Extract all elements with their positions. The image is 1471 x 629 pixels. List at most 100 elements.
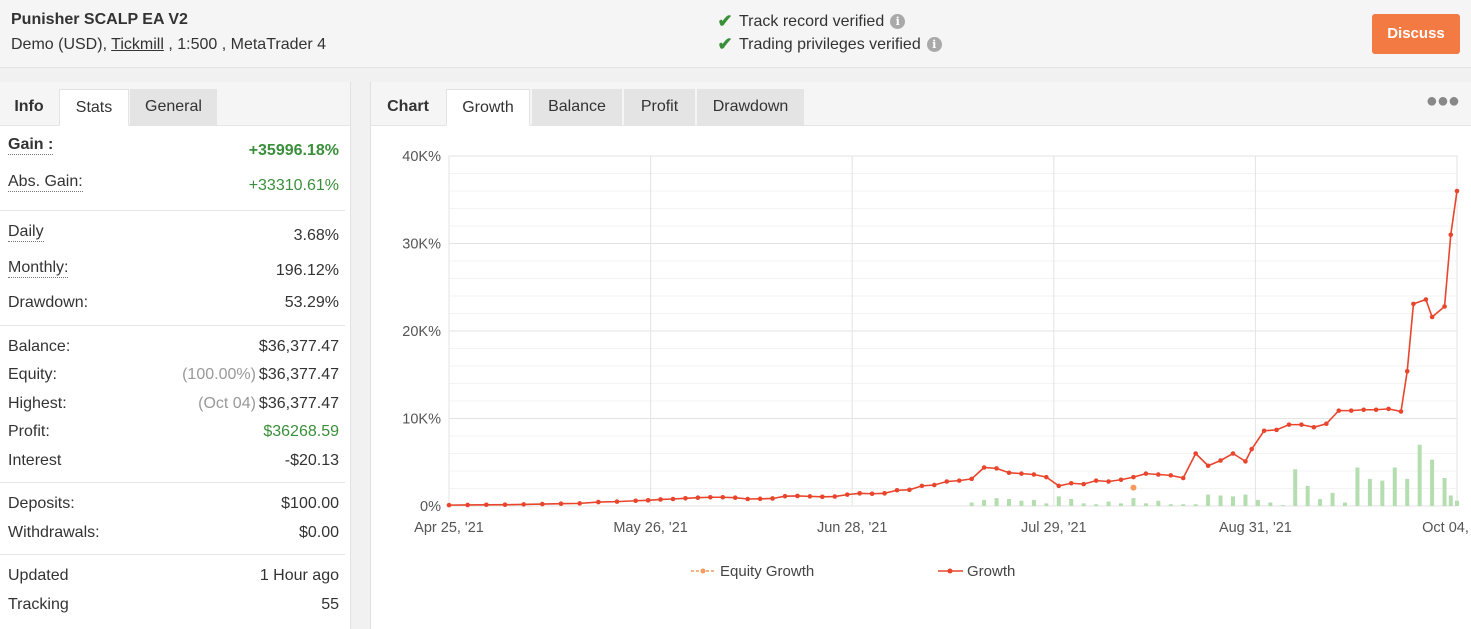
data-point: [1274, 427, 1279, 433]
data-point: [1230, 451, 1236, 456]
data-point: [1156, 472, 1161, 477]
trade-bar: [1056, 496, 1061, 506]
chart-legend: Equity Growth Growth: [691, 563, 1015, 580]
data-point: [658, 497, 663, 502]
stats-panel: Info Stats General Gain : +35996.18% Abs…: [0, 82, 351, 629]
stat-value: +35996.18%: [248, 142, 339, 159]
tab-info[interactable]: Info: [14, 98, 44, 115]
trade-bar: [1367, 478, 1372, 506]
tab-profit[interactable]: Profit: [624, 89, 695, 126]
data-point: [956, 478, 962, 483]
data-point: [795, 493, 800, 499]
trade-bar: [1448, 495, 1453, 506]
stat-value: 55: [321, 596, 339, 613]
data-point: [1311, 424, 1317, 430]
y-tick-label: 10K%: [402, 412, 441, 428]
trade-bar: [1156, 500, 1161, 506]
stat-value: +33310.61%: [248, 177, 339, 194]
data-point: [558, 501, 564, 507]
tab-balance[interactable]: Balance: [532, 89, 622, 126]
x-tick-label: Apr 25, '21: [414, 520, 484, 536]
data-point: [770, 496, 775, 501]
stat-value: $100.00: [281, 495, 339, 512]
x-tick-label: Jul 29, '21: [1021, 520, 1087, 536]
data-point: [1429, 314, 1435, 320]
trade-bar: [1268, 502, 1273, 506]
trade-bar: [1355, 467, 1360, 506]
trade-bar: [1318, 499, 1323, 506]
growth-chart: 0% 10K% 20K% 30K% 40K% Apr 25, '21 May 26, '2…: [402, 149, 1471, 580]
discuss-button[interactable]: Discuss: [1372, 14, 1460, 54]
stat-label[interactable]: Monthly:: [8, 259, 69, 278]
trade-bar: [1417, 444, 1422, 506]
y-tick-label: 40K%: [402, 149, 441, 165]
highest-date: (Oct 04): [198, 395, 256, 412]
legend-growth[interactable]: Growth: [967, 563, 1015, 580]
legend-equity-growth[interactable]: Equity Growth: [720, 563, 814, 580]
stat-value: -$20.13: [284, 452, 339, 469]
divider: [0, 482, 345, 483]
tab-growth[interactable]: Growth: [446, 89, 530, 126]
data-point: [614, 499, 620, 504]
stat-label[interactable]: Daily: [8, 223, 44, 242]
data-point: [882, 491, 887, 496]
trade-bar: [1031, 499, 1036, 506]
stat-label: Drawdown:: [8, 294, 89, 311]
data-point: [446, 502, 452, 508]
data-point: [484, 502, 489, 508]
data-point: [1205, 463, 1211, 469]
data-point: [981, 465, 987, 470]
info-icon[interactable]: i: [926, 37, 942, 52]
chart-panel: Chart Growth Balance Profit Drawdown ●●●…: [370, 82, 1471, 629]
data-point: [540, 501, 545, 507]
data-point: [807, 494, 813, 499]
data-point: [1106, 479, 1111, 484]
data-point: [1442, 304, 1447, 309]
stat-label: Updated: [8, 567, 69, 584]
more-dots-icon[interactable]: ●●●: [1425, 90, 1460, 112]
data-point: [683, 496, 688, 501]
data-point: [1448, 232, 1454, 238]
tab-chart[interactable]: Chart: [387, 98, 429, 115]
trade-bar: [1343, 502, 1347, 506]
data-point: [869, 491, 875, 497]
stat-updated: Updated 1 Hour ago: [8, 565, 339, 587]
trading-privileges-label: Trading privileges verified: [739, 35, 921, 53]
trade-bar: [1455, 500, 1459, 506]
highest-amount: $36,377.47: [258, 395, 339, 412]
data-point: [1143, 471, 1149, 476]
stat-label: Tracking: [8, 596, 69, 613]
data-point: [1261, 428, 1267, 434]
trade-bar: [1243, 494, 1248, 506]
broker-link[interactable]: Tickmill: [111, 36, 164, 53]
data-point: [1093, 478, 1099, 483]
grid: [448, 155, 1458, 507]
data-point: [1081, 481, 1086, 487]
trade-bar: [982, 499, 987, 506]
trade-bar: [1069, 499, 1074, 506]
info-icon[interactable]: i: [890, 14, 906, 29]
data-point: [1118, 477, 1124, 483]
stat-highest: Highest: (Oct 04) $36,377.47: [8, 393, 339, 415]
track-record-status: ✔ Track record verified i: [716, 11, 906, 32]
data-point: [1218, 458, 1223, 463]
tab-drawdown[interactable]: Drawdown: [697, 89, 804, 126]
data-point: [1068, 480, 1074, 486]
stat-label[interactable]: Abs. Gain:: [8, 173, 83, 192]
data-point: [502, 502, 508, 507]
tab-stats[interactable]: Stats: [59, 89, 129, 126]
chart-tab-bar: Chart Growth Balance Profit Drawdown ●●●: [371, 82, 1471, 126]
data-point: [1361, 407, 1366, 413]
trade-bar: [1305, 485, 1310, 506]
tab-general[interactable]: General: [130, 89, 217, 126]
data-point: [1006, 470, 1012, 476]
stat-value: $36,377.47: [258, 338, 339, 355]
stat-label[interactable]: Gain :: [8, 136, 54, 155]
system-title: Punisher SCALP EA V2: [11, 11, 188, 28]
stat-value: $36268.59: [263, 423, 339, 440]
stat-tracking: Tracking 55: [8, 594, 339, 616]
stat-withdrawals: Withdrawals: $0.00: [8, 522, 339, 544]
x-tick-label: Oct 04, '21: [1422, 520, 1471, 536]
data-point: [944, 479, 950, 484]
divider: [0, 554, 345, 555]
